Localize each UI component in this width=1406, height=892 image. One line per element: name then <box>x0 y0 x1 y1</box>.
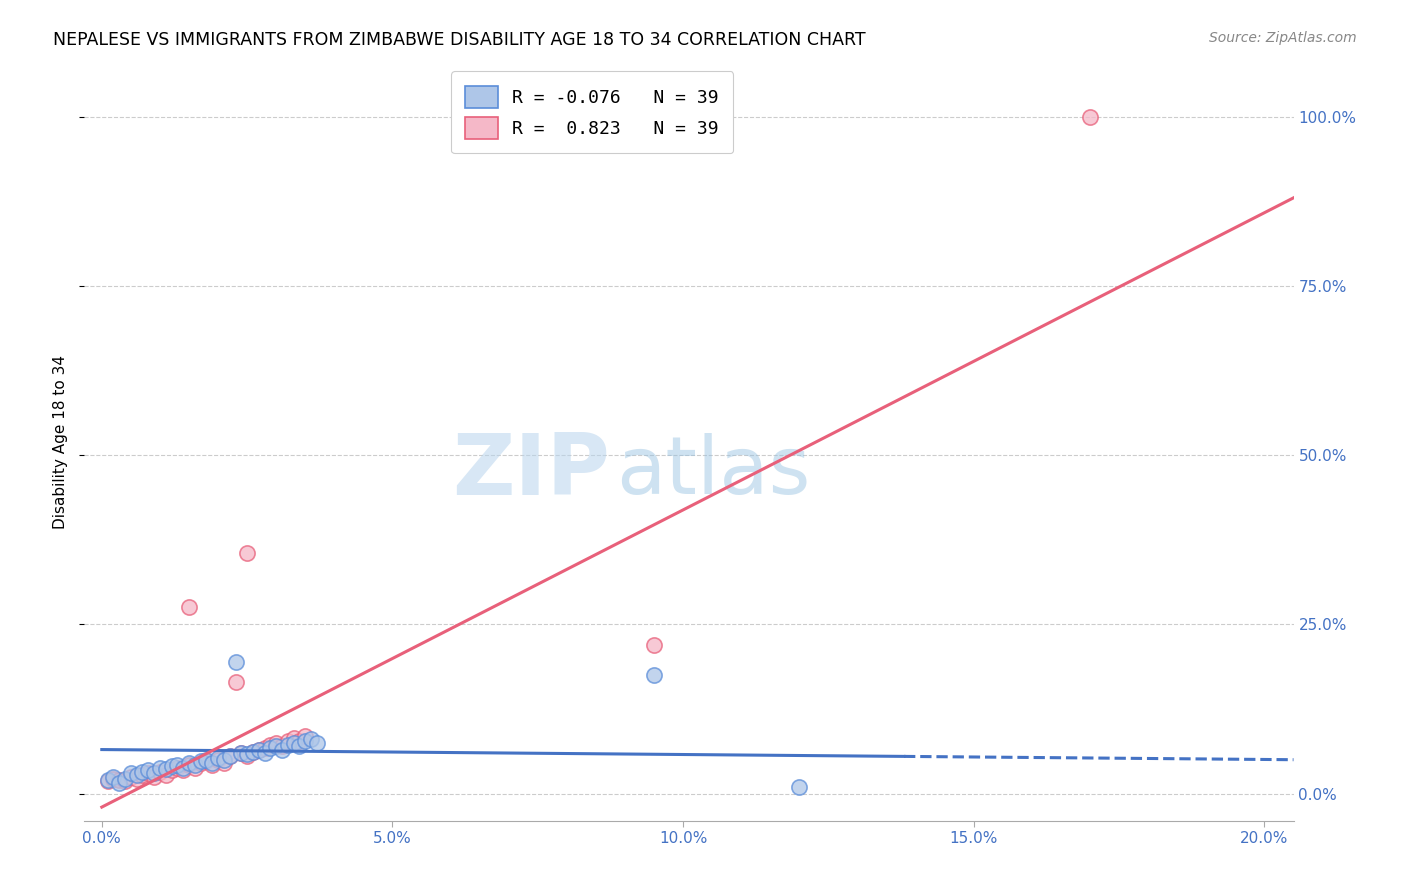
Y-axis label: Disability Age 18 to 34: Disability Age 18 to 34 <box>53 354 69 529</box>
Point <box>288 739 311 754</box>
Point <box>277 738 299 752</box>
Point <box>136 763 159 777</box>
Point <box>294 729 316 743</box>
Point <box>160 759 183 773</box>
Point <box>201 758 224 772</box>
Point <box>190 756 212 770</box>
Point <box>97 774 120 789</box>
Point <box>789 780 811 794</box>
Point <box>195 754 218 768</box>
Point <box>259 738 281 752</box>
Point <box>103 772 125 786</box>
Text: NEPALESE VS IMMIGRANTS FROM ZIMBABWE DISABILITY AGE 18 TO 34 CORRELATION CHART: NEPALESE VS IMMIGRANTS FROM ZIMBABWE DIS… <box>53 31 866 49</box>
Point <box>114 774 136 789</box>
Point <box>190 754 212 768</box>
Point <box>155 762 177 776</box>
Point <box>166 761 188 775</box>
Point <box>125 772 148 786</box>
Point <box>283 731 305 745</box>
Text: atlas: atlas <box>616 433 811 511</box>
Point <box>184 761 207 775</box>
Point <box>305 736 328 750</box>
Point <box>149 764 172 779</box>
Point <box>212 753 235 767</box>
Point <box>283 736 305 750</box>
Point <box>131 764 153 779</box>
Point <box>294 733 316 747</box>
Point <box>184 758 207 772</box>
Point <box>143 766 166 780</box>
Point <box>277 733 299 747</box>
Point <box>172 761 194 775</box>
Point <box>643 638 665 652</box>
Point <box>136 766 159 780</box>
Point <box>120 770 142 784</box>
Point <box>253 740 276 755</box>
Point <box>236 747 259 762</box>
Point <box>231 746 253 760</box>
Point <box>125 767 148 781</box>
Point <box>225 655 247 669</box>
Point <box>218 749 240 764</box>
Point <box>195 753 218 767</box>
Point <box>201 756 224 770</box>
Point <box>247 742 270 756</box>
Point <box>103 770 125 784</box>
Point <box>207 751 229 765</box>
Point <box>218 749 240 764</box>
Point <box>236 546 259 560</box>
Point <box>120 766 142 780</box>
Point <box>108 776 131 790</box>
Text: ZIP: ZIP <box>453 430 610 514</box>
Point <box>299 732 322 747</box>
Point <box>242 745 264 759</box>
Point <box>225 674 247 689</box>
Point <box>236 749 259 764</box>
Point <box>1078 110 1101 124</box>
Point <box>259 740 281 755</box>
Point <box>155 767 177 781</box>
Point <box>247 742 270 756</box>
Point <box>149 761 172 775</box>
Point <box>114 772 136 786</box>
Point <box>172 763 194 777</box>
Point <box>643 668 665 682</box>
Point <box>212 756 235 770</box>
Point <box>288 733 311 747</box>
Point <box>271 742 294 756</box>
Point <box>264 736 287 750</box>
Point <box>253 746 276 760</box>
Point <box>177 758 200 772</box>
Point <box>177 756 200 770</box>
Point <box>207 753 229 767</box>
Point <box>177 600 200 615</box>
Point <box>242 745 264 759</box>
Point <box>264 739 287 754</box>
Point <box>108 772 131 787</box>
Point <box>160 763 183 777</box>
Point <box>143 770 166 784</box>
Point <box>131 767 153 781</box>
Text: Source: ZipAtlas.com: Source: ZipAtlas.com <box>1209 31 1357 45</box>
Point <box>271 739 294 754</box>
Point <box>231 746 253 760</box>
Point <box>97 772 120 787</box>
Point <box>166 758 188 772</box>
